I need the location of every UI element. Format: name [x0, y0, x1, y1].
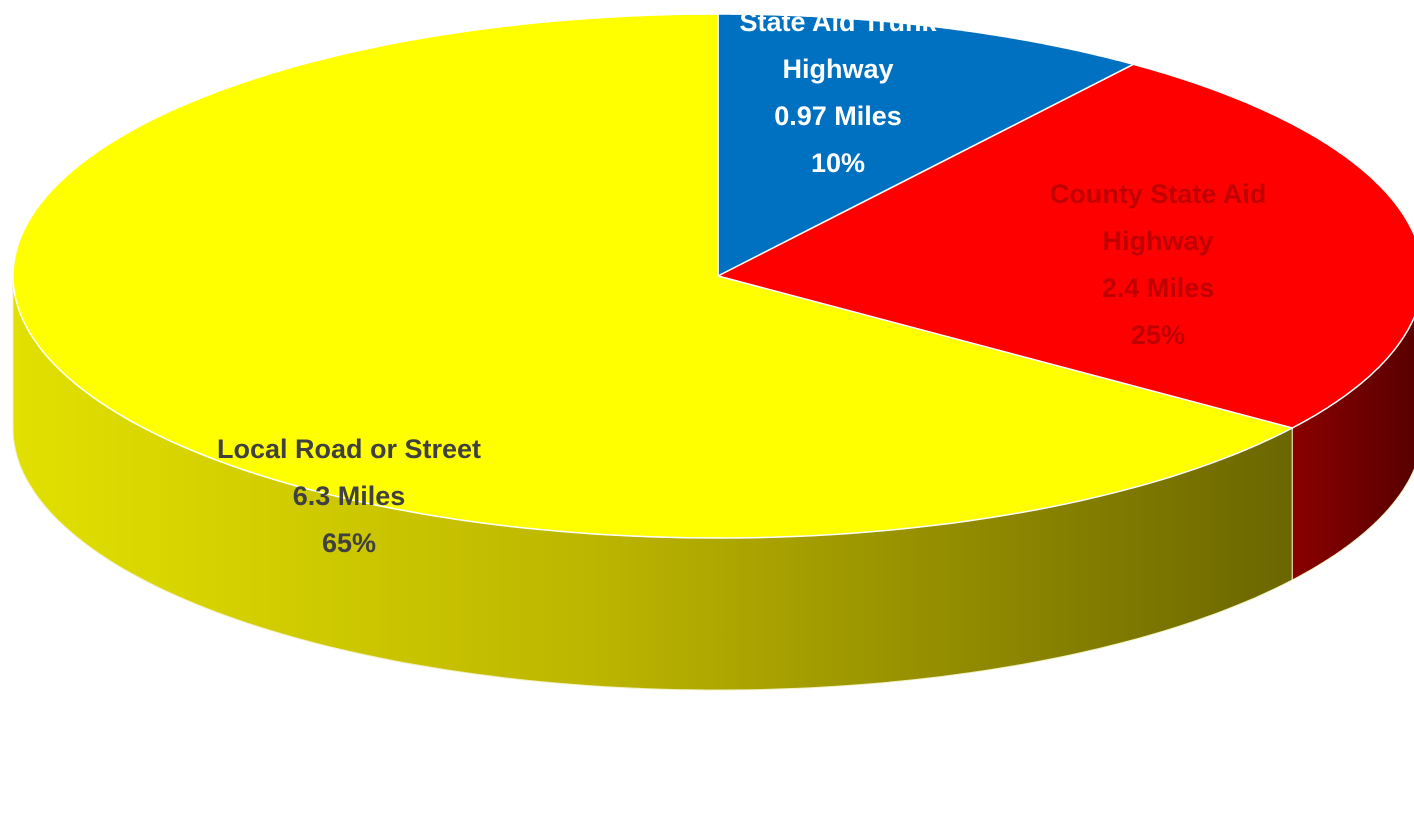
slice-label-line: Highway [1102, 226, 1213, 256]
pie-slice-2 [12, 13, 1295, 539]
slice-label-line: Highway [782, 54, 893, 84]
slice-label-line: Local Road or Street [217, 434, 481, 464]
slice-label-line: 10% [811, 148, 865, 178]
slice-label-line: County State Aid [1050, 179, 1267, 209]
pie-tops [12, 13, 1414, 539]
slice-label-line: 25% [1131, 320, 1185, 350]
slice-label-1: County State Aid Highway 2.4 Miles 25% [1050, 179, 1267, 350]
pie-slice-0 [717, 13, 1136, 278]
slice-label-line: 2.4 Miles [1102, 273, 1215, 303]
slice-label-line: 65% [322, 528, 376, 558]
slice-label-line: State Aid Trunk [739, 7, 937, 37]
slice-label-0: State Aid Trunk Highway 0.97 Miles 10% [739, 7, 937, 178]
slice-label-2: Local Road or Street 6.3 Miles 65% [217, 434, 481, 558]
slice-label-line: 0.97 Miles [774, 101, 902, 131]
slice-label-line: 6.3 Miles [293, 481, 406, 511]
pie-labels: State Aid Trunk Highway 0.97 Miles 10% Count… [217, 7, 1266, 558]
